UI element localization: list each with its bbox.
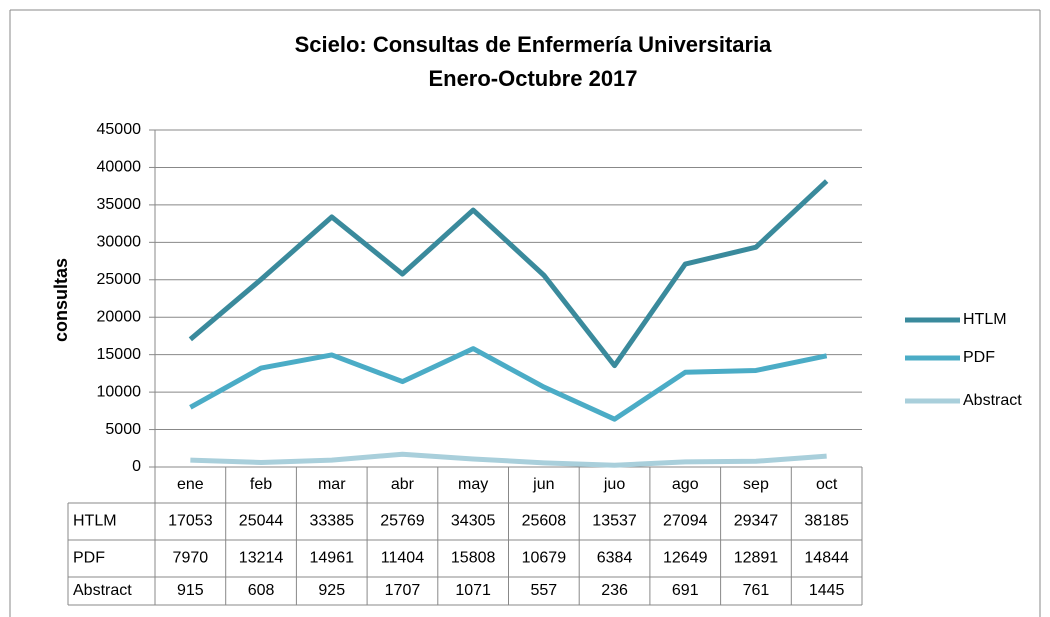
table-cell: 761 <box>743 582 770 599</box>
x-tick-label: jun <box>532 476 554 493</box>
x-tick-label: feb <box>250 476 272 493</box>
table-cell: 33385 <box>310 513 355 530</box>
x-tick-label: juo <box>603 476 625 493</box>
table-cell: 236 <box>601 582 628 599</box>
table-cell: 691 <box>672 582 699 599</box>
table-cell: 27094 <box>663 513 708 530</box>
table-cell: 17053 <box>168 513 213 530</box>
y-tick-label: 5000 <box>105 421 141 438</box>
series-line <box>189 346 828 422</box>
table-cell: 25608 <box>522 513 567 530</box>
table-cell: 15808 <box>451 550 496 567</box>
x-tick-label: abr <box>391 476 415 493</box>
table-cell: 14961 <box>310 550 355 567</box>
series-line <box>190 451 827 468</box>
table-cell: 6384 <box>597 550 633 567</box>
table-cell: 13537 <box>592 513 637 530</box>
table-cell: 925 <box>318 582 345 599</box>
table-cell: 29347 <box>734 513 779 530</box>
y-tick-label: 30000 <box>97 234 142 251</box>
chart-title: Scielo: Consultas de Enfermería Universi… <box>295 32 773 57</box>
x-tick-label: ago <box>672 476 699 493</box>
table-cell: 12649 <box>663 550 708 567</box>
table-cell: 34305 <box>451 513 496 530</box>
x-tick-label: ene <box>177 476 204 493</box>
y-axis-label: consultas <box>51 258 71 342</box>
table-cell: 11404 <box>381 550 424 567</box>
x-tick-label: may <box>458 476 488 493</box>
table-row-label: HTLM <box>73 513 117 530</box>
y-tick-label: 0 <box>132 458 141 475</box>
table-cell: 1071 <box>455 582 491 599</box>
y-tick-label: 40000 <box>97 159 142 176</box>
table-cell: 25044 <box>239 513 284 530</box>
table-cell: 12891 <box>734 550 779 567</box>
table-cell: 7970 <box>173 550 209 567</box>
x-tick-label: mar <box>318 476 346 493</box>
y-tick-label: 45000 <box>97 121 142 138</box>
legend-label: Abstract <box>963 392 1022 409</box>
table-cell: 915 <box>177 582 204 599</box>
table-cell: 38185 <box>804 513 849 530</box>
table-cell: 1445 <box>809 582 845 599</box>
table-cell: 557 <box>530 582 557 599</box>
table-row-label: Abstract <box>73 582 132 599</box>
x-tick-label: sep <box>743 476 769 493</box>
y-tick-label: 10000 <box>97 383 142 400</box>
legend-label: HTLM <box>963 311 1007 328</box>
table-cell: 10679 <box>522 550 567 567</box>
y-tick-label: 20000 <box>97 308 142 325</box>
y-tick-label: 35000 <box>97 196 142 213</box>
table-cell: 14844 <box>804 550 849 567</box>
legend-label: PDF <box>963 349 995 366</box>
table-cell: 608 <box>248 582 275 599</box>
table-cell: 25769 <box>380 513 425 530</box>
table-row-label: PDF <box>73 550 105 567</box>
y-tick-label: 25000 <box>97 271 142 288</box>
series-line <box>188 179 829 369</box>
table-cell: 13214 <box>239 550 284 567</box>
chart-subtitle: Enero-Octubre 2017 <box>428 66 637 91</box>
x-tick-label: oct <box>816 476 838 493</box>
table-cell: 1707 <box>385 582 421 599</box>
y-tick-label: 15000 <box>97 346 142 363</box>
